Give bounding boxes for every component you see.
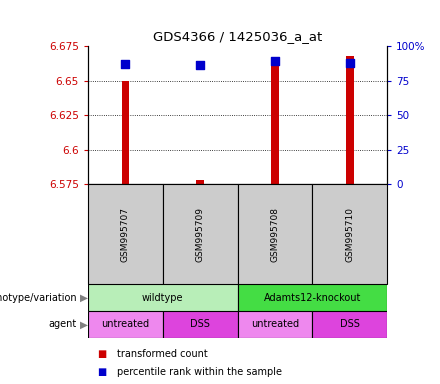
Bar bbox=[312, 311, 387, 338]
Text: ■: ■ bbox=[97, 367, 106, 377]
Bar bbox=[238, 311, 312, 338]
Point bbox=[271, 58, 279, 65]
Text: ▶: ▶ bbox=[80, 319, 88, 329]
Title: GDS4366 / 1425036_a_at: GDS4366 / 1425036_a_at bbox=[153, 30, 322, 43]
Point bbox=[122, 61, 129, 67]
Text: GSM995708: GSM995708 bbox=[271, 207, 279, 262]
Bar bbox=[238, 284, 387, 311]
Text: agent: agent bbox=[49, 319, 77, 329]
Text: GSM995707: GSM995707 bbox=[121, 207, 130, 262]
Text: untreated: untreated bbox=[251, 319, 299, 329]
Bar bbox=[88, 311, 163, 338]
Bar bbox=[121, 81, 129, 184]
Bar bbox=[271, 63, 279, 184]
Bar bbox=[312, 184, 387, 284]
Text: untreated: untreated bbox=[101, 319, 150, 329]
Text: DSS: DSS bbox=[340, 319, 360, 329]
Bar bbox=[88, 184, 163, 284]
Bar bbox=[346, 56, 353, 184]
Text: percentile rank within the sample: percentile rank within the sample bbox=[117, 367, 282, 377]
Bar bbox=[238, 184, 312, 284]
Text: transformed count: transformed count bbox=[117, 349, 207, 359]
Text: ■: ■ bbox=[97, 349, 106, 359]
Text: DSS: DSS bbox=[190, 319, 210, 329]
Bar bbox=[88, 284, 238, 311]
Text: GSM995710: GSM995710 bbox=[345, 207, 354, 262]
Point bbox=[197, 62, 204, 68]
Text: wildtype: wildtype bbox=[142, 293, 183, 303]
Text: Adamts12-knockout: Adamts12-knockout bbox=[264, 293, 361, 303]
Text: ▶: ▶ bbox=[80, 293, 88, 303]
Bar bbox=[196, 180, 204, 184]
Bar bbox=[163, 311, 238, 338]
Text: GSM995709: GSM995709 bbox=[196, 207, 205, 262]
Point bbox=[346, 60, 353, 66]
Text: genotype/variation: genotype/variation bbox=[0, 293, 77, 303]
Bar bbox=[163, 184, 238, 284]
